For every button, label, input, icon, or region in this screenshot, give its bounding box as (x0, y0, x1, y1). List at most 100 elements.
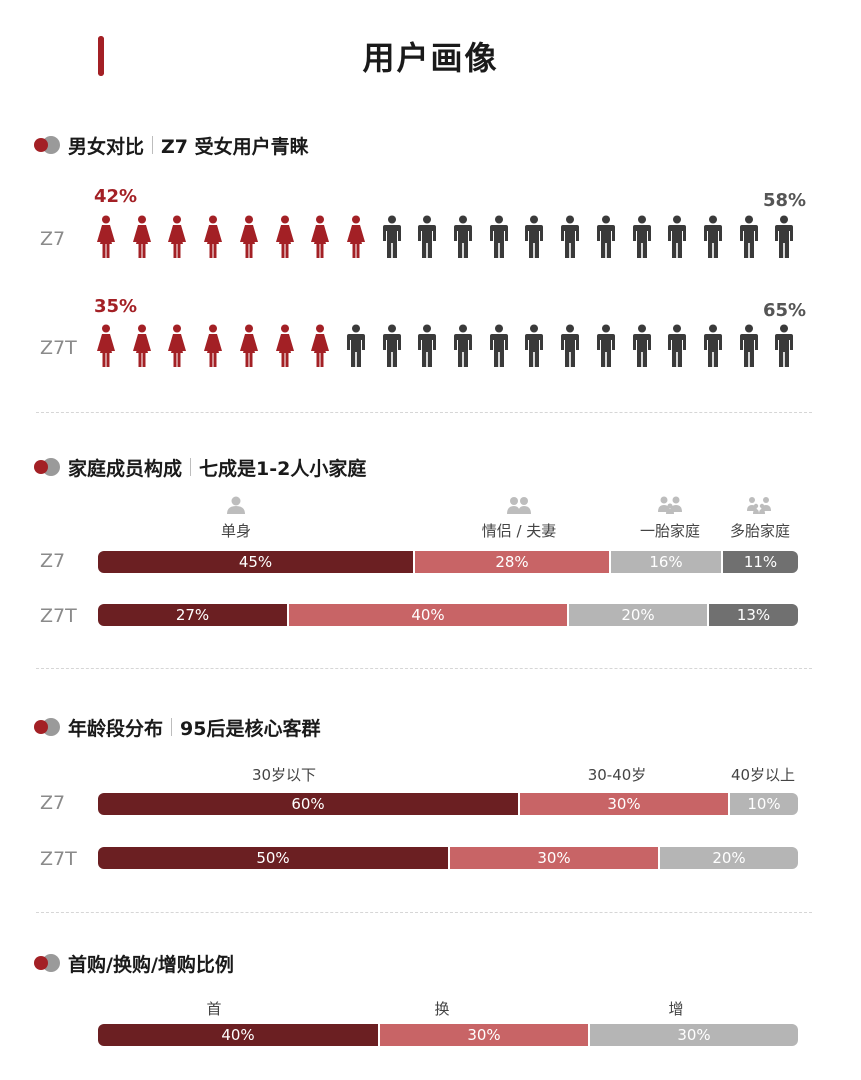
family-cat-multi-child: 多胎家庭 (729, 522, 790, 540)
male-person-icon (703, 324, 723, 368)
male-person-icon (489, 215, 509, 259)
male-person-icon (560, 324, 580, 368)
age-z7-label: Z7 (40, 792, 66, 814)
male-person-icon (417, 324, 437, 368)
purchase-section-title: 首购/换购/增购比例 (68, 953, 234, 976)
section-dots-icon (34, 718, 62, 736)
section-divider (36, 412, 812, 413)
bar-segment: 13% (707, 604, 798, 626)
z7-female-pct: 42% (94, 186, 138, 207)
age-section-header: 年龄段分布 95后是核心客群 (34, 712, 320, 742)
female-person-icon (167, 324, 187, 368)
section-divider (36, 668, 812, 669)
section-dots-icon (34, 136, 62, 154)
female-person-icon (96, 324, 116, 368)
male-person-icon (453, 215, 473, 259)
bar-segment: 50% (98, 847, 448, 869)
purchase-cat-add: 增 (668, 1000, 684, 1018)
family-z7-bar: 45% 28% 16% 11% (98, 551, 798, 573)
family-cat-couple: 情侣 / 夫妻 (481, 522, 557, 540)
page-title-text: 用户画像 (362, 39, 499, 77)
age-cat-30-40: 30-40岁 (587, 766, 647, 784)
purchase-cat-first: 首 (206, 1000, 222, 1018)
male-person-icon (596, 215, 616, 259)
age-cat-over-40: 40岁以上 (730, 766, 796, 784)
one-child-family-icon (658, 496, 682, 514)
z7t-row-label: Z7T (40, 337, 77, 359)
gender-section-title: 男女对比 (68, 135, 145, 158)
male-person-icon (667, 324, 687, 368)
male-person-icon (382, 215, 402, 259)
z7-male-pct: 58% (763, 190, 807, 211)
male-person-icon (596, 324, 616, 368)
female-person-icon (132, 324, 152, 368)
bar-segment: 30% (378, 1024, 588, 1046)
female-person-icon (310, 324, 330, 368)
gender-section-subtitle: Z7 受女用户青睐 (161, 135, 309, 158)
bar-segment: 10% (728, 793, 798, 815)
age-section-subtitle: 95后是核心客群 (180, 717, 321, 740)
female-person-icon (132, 215, 152, 259)
bar-segment: 45% (98, 551, 413, 573)
family-section-header: 家庭成员构成 七成是1-2人小家庭 (34, 452, 366, 482)
multi-child-family-icon (747, 497, 771, 514)
family-cat-single: 单身 (220, 522, 251, 540)
bar-segment: 30% (588, 1024, 798, 1046)
section-divider (36, 912, 812, 913)
male-person-icon (382, 324, 402, 368)
male-person-icon (560, 215, 580, 259)
section-dots-icon (34, 954, 62, 972)
male-person-icon (632, 324, 652, 368)
female-person-icon (203, 215, 223, 259)
bar-segment: 11% (721, 551, 798, 573)
male-person-icon (489, 324, 509, 368)
family-z7t-label: Z7T (40, 605, 77, 627)
bar-segment: 40% (98, 1024, 378, 1046)
purchase-cat-replace: 换 (434, 1000, 450, 1018)
purchase-bar: 40% 30% 30% (98, 1024, 798, 1046)
section-dots-icon (34, 458, 62, 476)
family-section-title: 家庭成员构成 (68, 457, 183, 480)
purchase-section-header: 首购/换购/增购比例 (34, 948, 234, 978)
female-person-icon (239, 324, 259, 368)
bar-segment: 27% (98, 604, 287, 626)
male-person-icon (346, 324, 366, 368)
gender-section-header: 男女对比 Z7 受女用户青睐 (34, 130, 309, 160)
age-section-title: 年龄段分布 (68, 717, 164, 740)
male-person-icon (774, 215, 794, 259)
bar-segment: 16% (609, 551, 721, 573)
female-person-icon (239, 215, 259, 259)
bar-segment: 20% (567, 604, 707, 626)
bar-segment: 30% (518, 793, 728, 815)
family-z7t-bar: 27% 40% 20% 13% (98, 604, 798, 626)
bar-segment: 28% (413, 551, 609, 573)
female-person-icon (275, 215, 295, 259)
male-person-icon (739, 324, 759, 368)
z7t-female-pct: 35% (94, 296, 138, 317)
female-person-icon (167, 215, 187, 259)
z7-icon-row (96, 215, 806, 261)
header-separator (171, 718, 173, 736)
bar-segment: 40% (287, 604, 567, 626)
female-person-icon (310, 215, 330, 259)
header-separator (152, 136, 154, 154)
male-person-icon (632, 215, 652, 259)
female-person-icon (275, 324, 295, 368)
z7t-icon-row (96, 324, 806, 370)
male-person-icon (774, 324, 794, 368)
title-right-bar (98, 36, 104, 76)
bar-segment: 20% (658, 847, 798, 869)
male-person-icon (417, 215, 437, 259)
family-cat-one-child: 一胎家庭 (639, 522, 700, 540)
female-person-icon (346, 215, 366, 259)
female-person-icon (96, 215, 116, 259)
female-person-icon (203, 324, 223, 368)
male-person-icon (739, 215, 759, 259)
male-person-icon (524, 324, 544, 368)
bar-segment: 60% (98, 793, 518, 815)
z7-row-label: Z7 (40, 228, 66, 250)
header-separator (190, 458, 192, 476)
age-z7t-label: Z7T (40, 848, 77, 870)
male-person-icon (667, 215, 687, 259)
z7t-male-pct: 65% (763, 300, 807, 321)
